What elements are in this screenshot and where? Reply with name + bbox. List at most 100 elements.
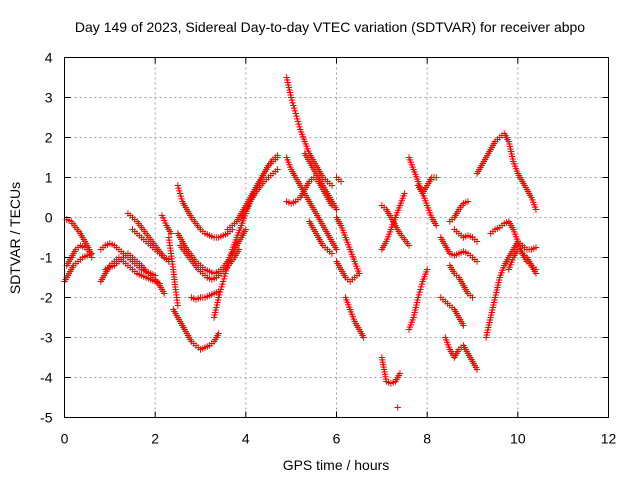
x-tick-label: 8 [423,431,431,447]
data-point [290,102,297,109]
y-tick-label: 0 [45,210,53,226]
data-point [394,404,401,411]
data-points [61,74,540,411]
data-point [293,112,300,120]
data-point [175,184,182,192]
y-axis-label: SDTVAR / TECUs [7,182,23,294]
y-tick-label: -2 [40,290,53,306]
chart-title: Day 149 of 2023, Sidereal Day-to-day VTE… [75,19,585,35]
data-point [167,230,175,237]
data-point [225,259,232,267]
x-tick-label: 6 [333,431,341,447]
data-point [86,248,94,256]
x-tick-label: 10 [510,431,526,447]
data-point [292,110,299,117]
data-point [290,104,298,112]
data-point [401,190,408,197]
data-point [333,246,340,253]
data-point [224,262,231,269]
data-point [176,190,184,197]
data-point [296,123,303,131]
data-point [532,206,540,213]
data-point [221,272,228,280]
data-point [174,182,182,189]
x-tick-label: 4 [242,431,250,447]
data-point [469,294,476,301]
y-tick-label: -3 [40,330,53,346]
data-point [337,178,345,185]
x-tick-label: 2 [151,431,159,447]
data-point [222,267,230,275]
data-point [217,286,225,293]
data-point [288,96,296,104]
data-point [423,266,431,273]
data-point [165,256,172,263]
data-point [360,334,367,341]
data-point [216,288,224,296]
data-point [433,222,440,229]
data-point [473,258,481,265]
data-point [227,251,234,259]
data-point [220,275,228,283]
data-point [219,280,226,288]
y-tick-label: -4 [40,370,53,386]
x-axis-label: GPS time / hours [283,457,390,473]
data-point [177,192,185,200]
data-point [328,182,336,189]
data-point [416,288,423,296]
y-tick-label: 2 [45,130,53,146]
data-point [226,254,234,261]
data-point [274,166,281,173]
y-tick-label: 1 [45,170,53,186]
data-point [294,118,302,125]
data-point [215,294,222,301]
data-point [532,270,540,277]
data-point [226,256,233,264]
y-tick-label: -1 [40,250,53,266]
data-point [333,206,340,213]
data-point [287,94,295,101]
data-point [532,244,540,251]
data-point [174,302,182,309]
data-point [176,187,183,195]
data-point [405,242,413,249]
data-point [86,248,93,255]
data-point [295,120,302,128]
data-point [294,115,301,123]
data-point [274,152,281,159]
data-point [415,291,423,299]
data-point [219,278,227,285]
data-point [355,270,363,277]
data-point [179,322,186,329]
data-point [417,286,424,293]
data-point [433,174,440,181]
data-point [178,195,185,203]
y-tick-label: 3 [45,90,53,106]
data-point [87,251,95,259]
x-tick-label: 12 [601,431,617,447]
data-point [473,366,481,373]
data-point [328,250,336,257]
data-point [88,254,95,261]
y-tick-label: 4 [45,50,53,66]
x-tick-label: 0 [61,431,69,447]
data-point [161,290,168,297]
data-point [218,283,225,291]
data-point [216,291,223,299]
data-point [235,246,243,253]
data-point [473,238,481,245]
data-point [414,294,422,301]
data-point [215,330,222,337]
data-point [396,370,404,377]
data-point [460,322,467,329]
data-point [417,283,425,291]
data-point [222,270,229,277]
data-point [242,226,250,233]
data-point [223,264,231,272]
data-point [228,248,235,256]
data-point [289,99,296,107]
data-point [291,107,299,115]
